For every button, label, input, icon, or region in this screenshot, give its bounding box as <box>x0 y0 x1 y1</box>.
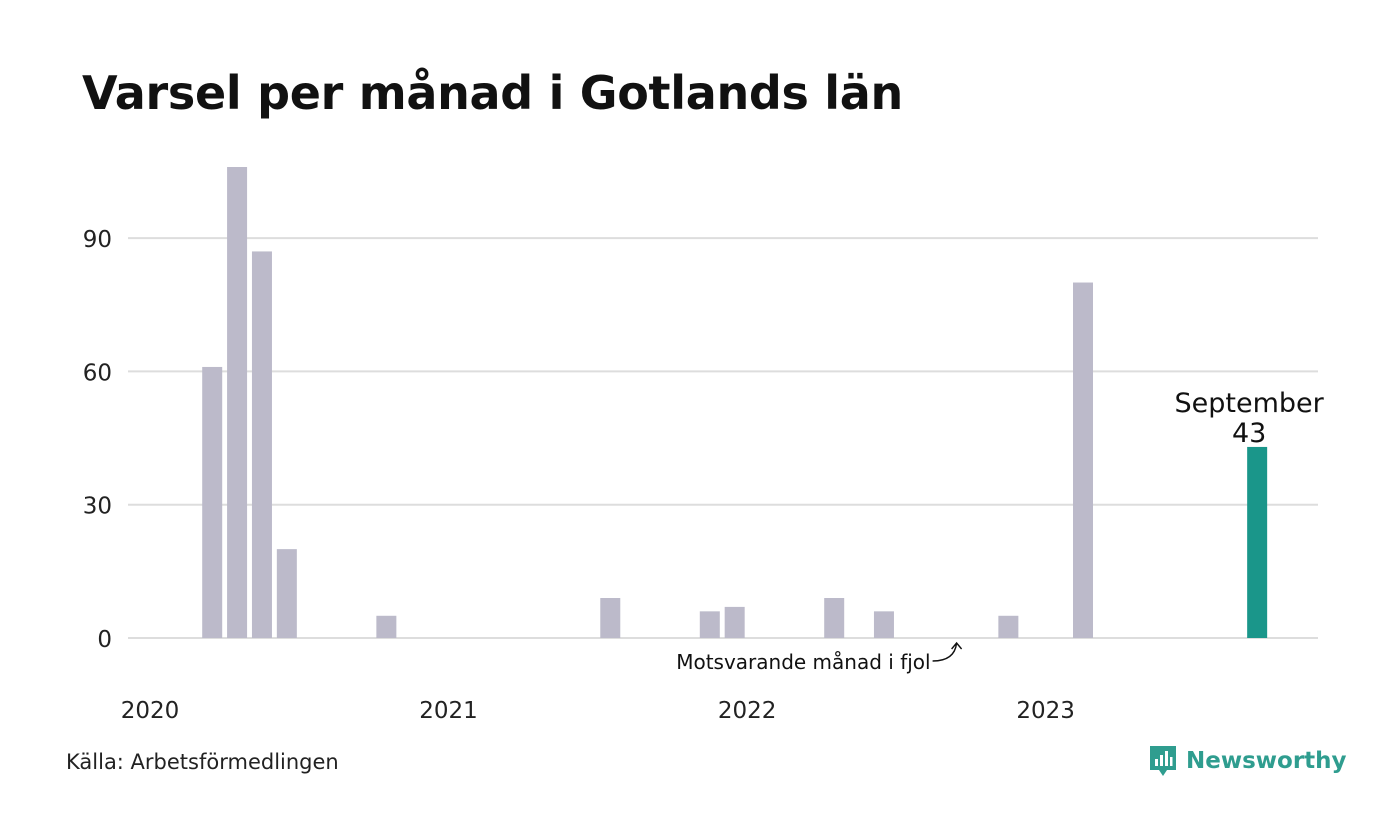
gridlines <box>128 237 1318 639</box>
y-tick-label: 90 <box>83 227 112 253</box>
bar <box>873 611 894 638</box>
bars <box>202 167 1268 638</box>
y-tick-label: 60 <box>83 360 112 386</box>
highlight-value-label: 43 <box>1232 418 1266 449</box>
bar <box>699 611 720 638</box>
newsworthy-logo-icon <box>1150 746 1176 776</box>
y-tick-label: 0 <box>97 627 112 653</box>
highlight-label: September 43 <box>1175 388 1325 449</box>
highlight-month-label: September <box>1175 388 1325 419</box>
bar <box>227 167 248 638</box>
x-tick-label: 2020 <box>121 698 180 724</box>
bar-highlight <box>1247 446 1268 638</box>
y-tick-label: 30 <box>83 494 112 520</box>
x-tick-label: 2021 <box>419 698 478 724</box>
annotation-text: Motsvarande månad i fjol <box>676 650 930 674</box>
x-tick-label: 2023 <box>1016 698 1075 724</box>
bar <box>724 606 745 638</box>
bar <box>1073 282 1093 638</box>
source-note: Källa: Arbetsförmedlingen <box>66 750 339 774</box>
bar <box>251 251 272 638</box>
brand-logo: Newsworthy <box>1148 744 1347 778</box>
bar <box>998 615 1019 638</box>
annotation-arrow <box>932 641 963 662</box>
bar <box>376 615 397 638</box>
bar <box>824 598 845 638</box>
y-axis-ticks: 0 30 60 90 <box>83 227 112 653</box>
bar <box>600 598 621 638</box>
bar <box>202 366 223 638</box>
bar <box>276 549 297 638</box>
brand-name: Newsworthy <box>1186 748 1347 774</box>
x-tick-label: 2022 <box>718 698 777 724</box>
x-axis-ticks: 2020 2021 2022 2023 <box>121 698 1075 724</box>
chart-title: Varsel per månad i Gotlands län <box>82 66 903 120</box>
annotation: Motsvarande månad i fjol <box>676 641 963 674</box>
